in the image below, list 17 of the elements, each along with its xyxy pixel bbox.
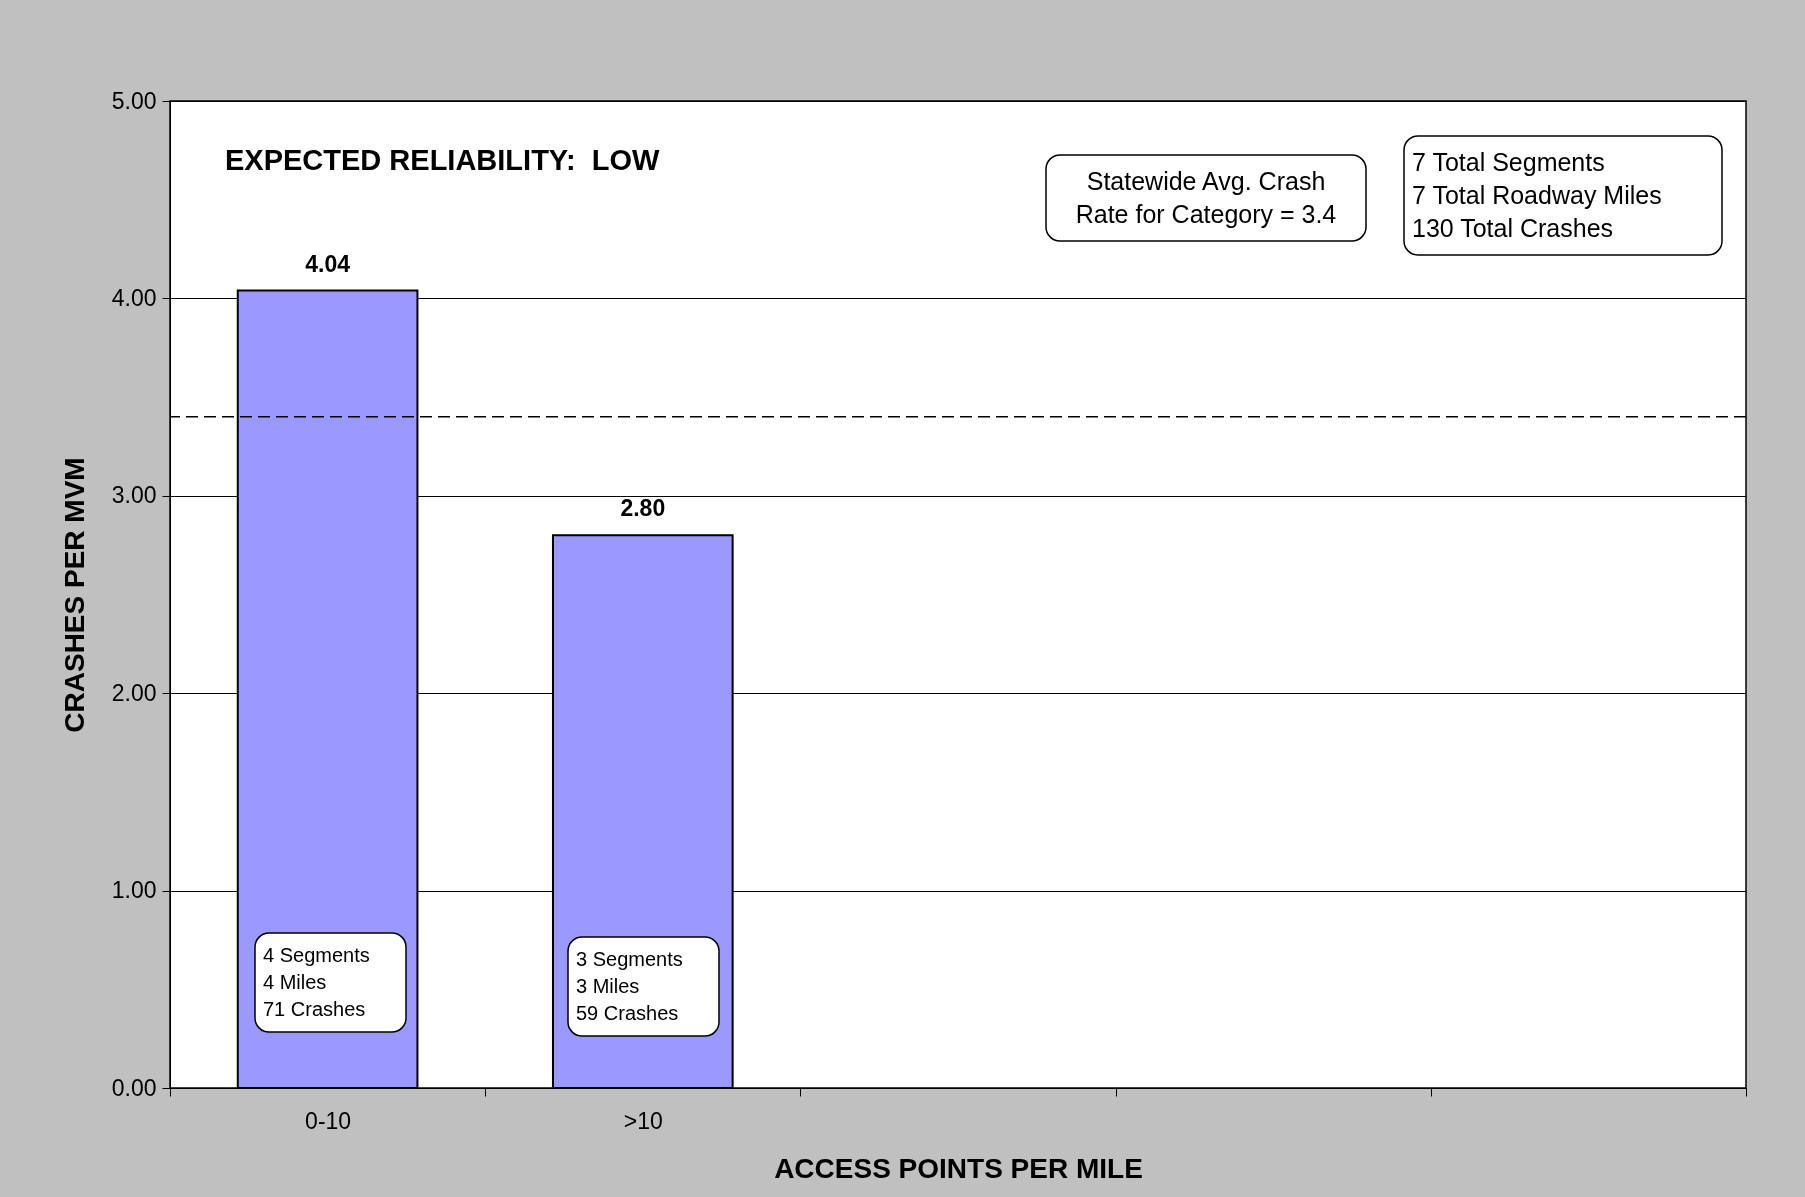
annotation: 3 Segments 3 Miles 59 Crashes — [576, 947, 683, 1024]
data-label: 2.80 — [620, 495, 666, 522]
annotation: 4 Segments 4 Miles 71 Crashes — [263, 943, 370, 1020]
y-axis-title: CRASHES PER MVM — [58, 457, 90, 733]
annotation: Statewide Avg. Crash Rate for Category = 3.4 — [1075, 166, 1337, 228]
data-label: 4.04 — [305, 250, 351, 277]
y-tick-label: 2.00 — [111, 679, 157, 706]
annotation: 7 Total Segments 7 Total Roadway Miles 130 Total Crashes — [1412, 147, 1662, 242]
y-tick-label: 1.00 — [111, 877, 157, 904]
y-tick-label: 0.00 — [111, 1074, 157, 1101]
y-tick-label: 3.00 — [111, 482, 157, 509]
text: EXPECTED RELIABILITY: LOW — [225, 144, 661, 176]
x-tick-label: >10 — [623, 1107, 663, 1134]
y-tick-label: 5.00 — [111, 87, 157, 114]
y-tick-label: 4.00 — [111, 284, 157, 311]
x-tick-label: 0-10 — [305, 1107, 352, 1134]
x-axis-title: ACCESS POINTS PER MILE — [774, 1152, 1143, 1184]
